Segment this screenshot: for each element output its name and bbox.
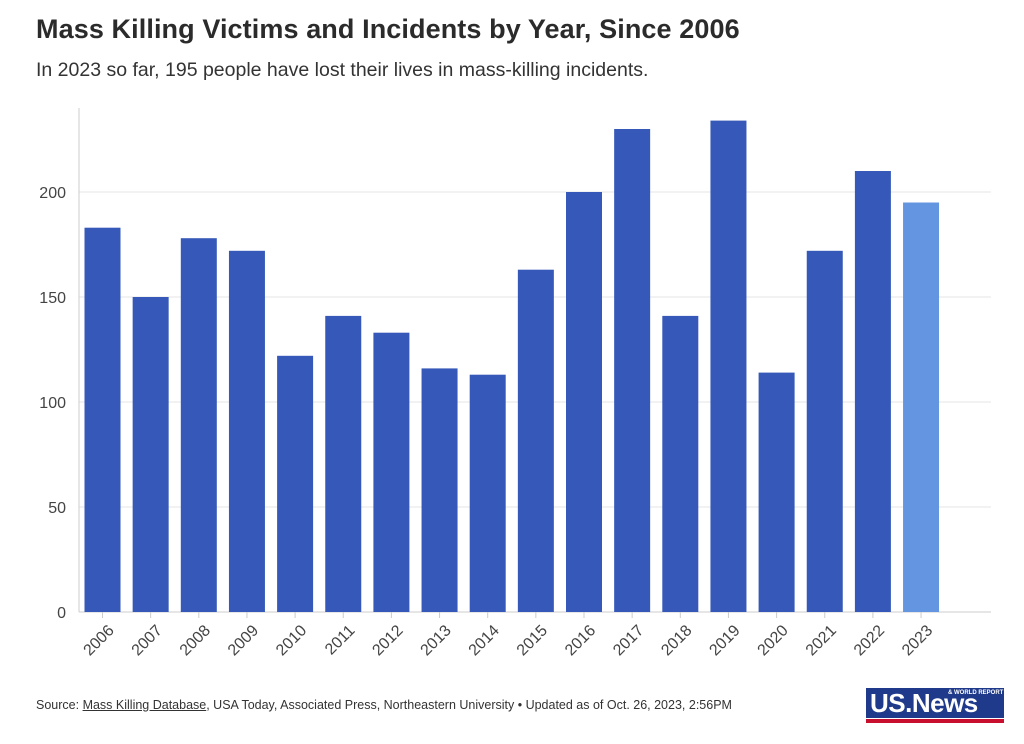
source-prefix: Source: — [36, 698, 83, 712]
x-tick-label: 2021 — [803, 622, 840, 659]
logo-stripe — [866, 719, 1004, 723]
bar-2015 — [517, 269, 554, 612]
bar-2014 — [469, 374, 506, 612]
x-tick-label: 2022 — [851, 622, 888, 659]
source-rest: , USA Today, Associated Press, Northeast… — [206, 698, 732, 712]
bar-2007 — [132, 297, 169, 612]
x-tick-label: 2018 — [658, 622, 695, 659]
bar-2010 — [277, 355, 314, 612]
logo-tagline: & WORLD REPORT — [948, 690, 1004, 696]
x-tick-label: 2007 — [129, 622, 166, 659]
bar-chart: 0 50 100 150 200 2006 2007 2008 2009 2010 2011 2012… — [39, 108, 991, 659]
bar-2021 — [806, 250, 843, 613]
x-tick-label: 2009 — [225, 622, 262, 659]
bar-2009 — [228, 250, 265, 613]
x-tick-label: 2016 — [562, 622, 599, 659]
x-tick-label: 2015 — [514, 622, 551, 659]
bar-2016 — [566, 192, 602, 612]
x-tick-label: 2019 — [706, 622, 743, 659]
bar-2013 — [421, 368, 458, 612]
x-tick-label: 2017 — [610, 622, 647, 659]
bar-2008 — [180, 238, 217, 612]
bar-2006 — [84, 227, 121, 612]
bar-2020 — [758, 372, 795, 612]
logo-box — [866, 688, 1004, 718]
bar-2022 — [854, 171, 891, 612]
bar-2017 — [614, 129, 651, 612]
y-tick-label: 100 — [39, 395, 66, 412]
source-link[interactable]: Mass Killing Database — [82, 698, 207, 712]
x-tick-label: 2011 — [322, 622, 358, 658]
x-tick-label: 2010 — [273, 622, 310, 659]
bar-2018 — [662, 315, 699, 612]
bar-2011 — [325, 315, 362, 612]
x-tick-label: 2013 — [418, 622, 455, 659]
y-tick-label: 200 — [39, 185, 66, 202]
usnews-logo: US.News & WORLD REPORT — [866, 688, 1004, 724]
y-tick-label: 150 — [39, 290, 66, 307]
bar-2023 — [903, 202, 940, 612]
chart-title: Mass Killing Victims and Incidents by Ye… — [36, 14, 740, 44]
x-tick-label: 2020 — [755, 622, 792, 659]
logo-wordmark: US.News — [870, 688, 978, 718]
x-tick-label: 2006 — [80, 622, 117, 659]
bar-2019 — [710, 120, 747, 612]
y-tick-label: 0 — [57, 605, 66, 622]
x-tick-label: 2012 — [369, 622, 406, 659]
x-tick-label: 2023 — [899, 622, 936, 659]
source-note: Source: Mass Killing Database, USA Today… — [36, 698, 732, 712]
chart-subtitle: In 2023 so far, 195 people have lost the… — [36, 59, 649, 81]
x-tick-label: 2008 — [177, 622, 214, 659]
x-tick-label: 2014 — [466, 622, 503, 659]
bar-2012 — [373, 332, 410, 612]
y-tick-label: 50 — [48, 500, 66, 517]
